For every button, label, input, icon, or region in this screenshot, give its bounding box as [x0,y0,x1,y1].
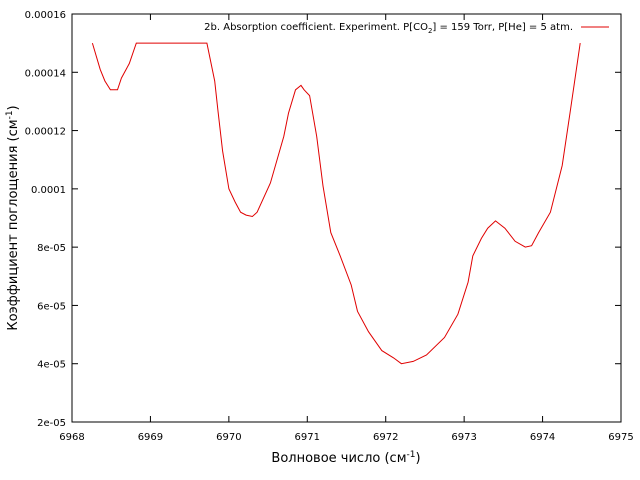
y-tick-label: 8e-05 [37,243,66,254]
plot-frame [71,13,622,423]
y-tick-label: 6e-05 [37,301,66,312]
y-tick-label: 0.00016 [25,10,66,21]
y-axis-label: Коэффициент поглощения (см-1) [5,105,21,330]
x-tick-label: 6972 [373,432,398,443]
x-axis-label: Волновое число (см-1) [271,450,420,466]
y-tick-label: 0.0001 [31,185,66,196]
x-axis-ticks: 6968 6969 6970 6971 6972 6973 6974 6975 [59,14,634,443]
legend: 2b. Absorption coefficient. Experiment. … [204,22,609,35]
y-tick-label: 4e-05 [37,360,66,371]
y-tick-label: 2e-05 [37,418,66,429]
legend-label: 2b. Absorption coefficient. Experiment. … [204,22,573,35]
y-axis-ticks: 2e-05 4e-05 6e-05 8e-05 0.0001 0.00012 0.00014… [25,10,621,429]
x-tick-label: 6974 [530,432,555,443]
series-line [91,42,581,365]
x-tick-label: 6975 [608,432,633,443]
x-tick-label: 6968 [59,432,84,443]
x-tick-label: 6970 [216,432,241,443]
series-layer [91,42,581,365]
x-tick-label: 6971 [295,432,320,443]
y-tick-label: 0.00012 [25,127,66,138]
x-tick-label: 6973 [451,432,476,443]
y-tick-label: 0.00014 [25,68,66,79]
x-tick-label: 6969 [138,432,163,443]
